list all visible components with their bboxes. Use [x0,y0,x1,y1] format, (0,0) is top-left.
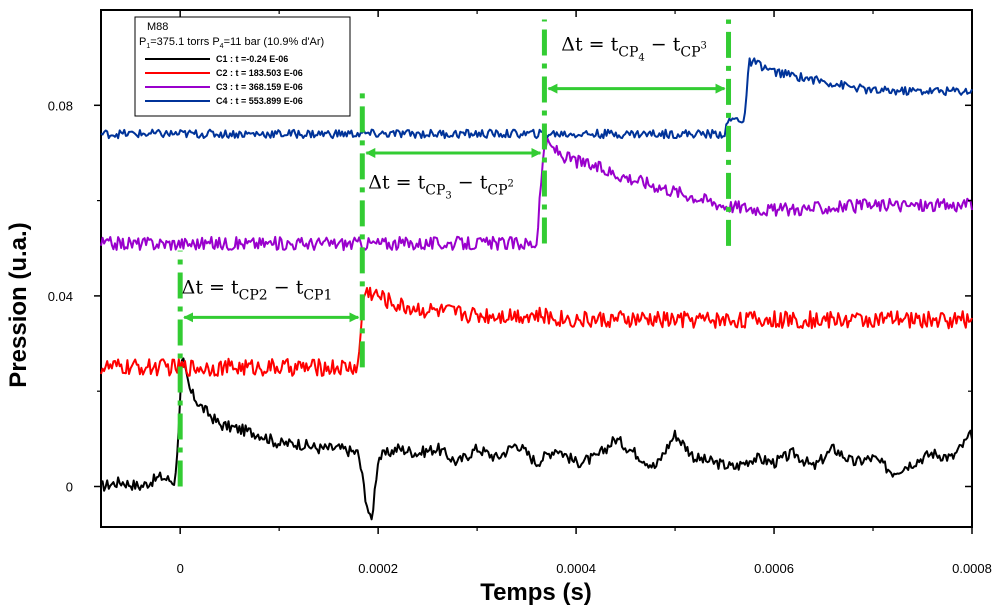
delta-t-annotation-2: Δt = tCP3 − tCP2 [368,172,514,202]
series-line-1 [100,357,973,521]
legend-entry-3: C3 : t = 368.159 E-06 [216,82,303,92]
legend-title: M88 [147,21,168,33]
legend-box [134,16,351,117]
series-line-2 [100,286,973,377]
x-tick-label: 0.0006 [754,561,794,576]
legend-entry-2: C2 : t = 183.503 E-06 [216,68,303,78]
y-tick-label: 0.08 [48,98,73,113]
legend-entry-4: C4 : t = 553.899 E-06 [216,96,303,106]
x-tick-label: 0.0008 [952,561,992,576]
legend-entry-1: C1 : t =-0.24 E-06 [216,54,288,64]
delta-t-annotation-1: Δt = tCP2 − tCP1 [182,277,333,304]
plot-area [100,9,973,528]
legend-conditions: P1=375.1 torrs P4=11 bar (10.9% d'Ar) [139,36,324,50]
ticks-group: 0 0.0002 0.0004 0.0006 0.0008 0 0.04 0.08 [48,10,992,576]
x-tick-label: 0.0002 [358,561,398,576]
x-axis-title: Temps (s) [480,579,592,606]
series-line-3 [100,137,973,252]
y-tick-label: 0 [66,479,73,494]
y-tick-label: 0.04 [48,289,73,304]
plot-frame [100,9,973,528]
series-line-4 [100,57,973,140]
series-group [100,57,973,521]
y-axis-title: Pression (u.a.) [5,222,32,387]
x-tick-label: 0.0004 [556,561,596,576]
legend: M88 P1=375.1 torrs P4=11 bar (10.9% d'Ar)… [134,16,351,117]
delta-t-annotation-3: Δt = tCP4 − tCP3 [561,34,707,64]
x-tick-label: 0 [177,561,184,576]
markers-group: Δt = tCP2 − tCP1 Δt = tCP3 − tCP2 Δt = tCP… [177,19,732,487]
